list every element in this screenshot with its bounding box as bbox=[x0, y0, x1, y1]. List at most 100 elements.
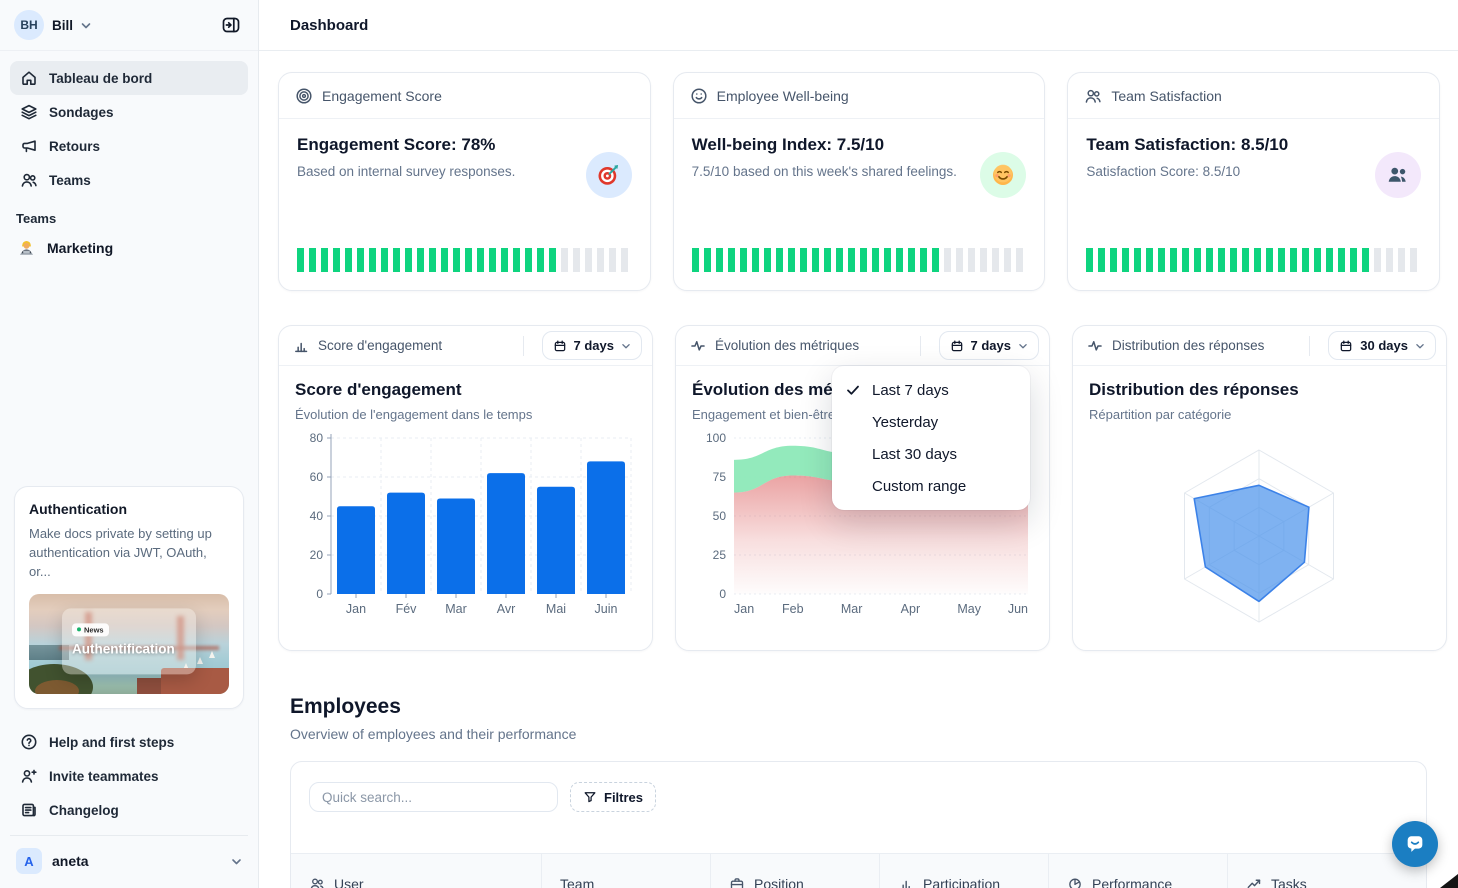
svg-text:May: May bbox=[957, 602, 981, 616]
target-icon bbox=[295, 87, 313, 105]
svg-text:0: 0 bbox=[316, 587, 323, 601]
sidebar-item-retours[interactable]: Retours bbox=[10, 129, 248, 163]
svg-text:100: 100 bbox=[706, 431, 726, 445]
calendar-icon bbox=[553, 339, 567, 353]
sidebar: BH Bill Tableau de bord Sondages Retours… bbox=[0, 0, 259, 888]
range-dropdown-menu: Last 7 days Yesterday Last 30 days Custo… bbox=[832, 366, 1030, 510]
chart-card-grid: Score d'engagement 7 days Score d'engage… bbox=[278, 325, 1447, 651]
range-selector-button[interactable]: 7 days bbox=[938, 331, 1039, 360]
collapse-sidebar-icon[interactable] bbox=[216, 10, 246, 40]
svg-text:0: 0 bbox=[719, 587, 726, 601]
svg-text:60: 60 bbox=[310, 470, 324, 484]
sidebar-item-help[interactable]: Help and first steps bbox=[10, 725, 248, 759]
content-area: Engagement Score Engagement Score: 78% B… bbox=[259, 51, 1458, 888]
engagement-bar-chart: 0 20 40 60 80 Jan Fév Mar Avr Mai Juin bbox=[310, 431, 632, 616]
stat-card-grid: Engagement Score Engagement Score: 78% B… bbox=[278, 72, 1440, 291]
stat-title: Team Satisfaction: 8.5/10 bbox=[1086, 135, 1289, 154]
svg-text:80: 80 bbox=[310, 431, 324, 445]
promo-description: Make docs private by setting up authenti… bbox=[29, 526, 212, 580]
account-switcher[interactable]: A aneta bbox=[0, 836, 258, 888]
svg-text:20: 20 bbox=[310, 548, 324, 562]
sidebar-footer: Help and first steps Invite teammates Ch… bbox=[0, 721, 258, 836]
svg-text:25: 25 bbox=[713, 548, 727, 562]
changelog-icon bbox=[20, 801, 38, 819]
sidebar-item-label: Teams bbox=[49, 172, 91, 188]
range-selector-button[interactable]: 7 days bbox=[541, 331, 642, 360]
stat-title: Engagement Score: 78% bbox=[297, 135, 496, 154]
chart-title: Score d'engagement bbox=[295, 380, 462, 399]
sidebar-item-teams[interactable]: Teams bbox=[10, 163, 248, 197]
chart-title: Distribution des réponses bbox=[1089, 380, 1299, 399]
column-header-participation[interactable]: Participation bbox=[879, 854, 1048, 888]
column-header-tasks[interactable]: Tasks bbox=[1227, 854, 1426, 888]
svg-text:Mar: Mar bbox=[841, 602, 863, 616]
sidebar-item-label: Sondages bbox=[49, 104, 114, 120]
menu-item-custom-range[interactable]: Custom range bbox=[872, 477, 967, 495]
account-name: aneta bbox=[52, 853, 89, 869]
stat-card-header: Engagement Score bbox=[322, 87, 442, 104]
sidebar-item-tableau-de-bord[interactable]: Tableau de bord bbox=[10, 61, 248, 95]
menu-item-yesterday[interactable]: Yesterday bbox=[872, 413, 939, 431]
range-selector-button[interactable]: 30 days bbox=[1328, 331, 1436, 360]
bar-chart-icon bbox=[293, 338, 309, 354]
chart-subtitle: Répartition par catégorie bbox=[1089, 407, 1232, 422]
progress-bar bbox=[691, 248, 1027, 272]
chart-subtitle: Évolution de l'engagement dans le temps bbox=[295, 407, 533, 422]
svg-text:Mar: Mar bbox=[445, 602, 467, 616]
chart-card-engagement-score: Score d'engagement 7 days Score d'engage… bbox=[278, 325, 653, 651]
sidebar-item-label: Retours bbox=[49, 138, 101, 154]
chevron-down-icon bbox=[231, 857, 242, 866]
sidebar-item-invite[interactable]: Invite teammates bbox=[10, 759, 248, 793]
svg-text:Jun: Jun bbox=[1008, 602, 1028, 616]
svg-text:Jan: Jan bbox=[734, 602, 754, 616]
smile-icon bbox=[690, 87, 708, 105]
stat-card-satisfaction: Team Satisfaction Team Satisfaction: 8.5… bbox=[1067, 72, 1440, 291]
promo-title: Authentication bbox=[29, 501, 127, 518]
chevron-down-icon bbox=[81, 21, 91, 30]
menu-item-last-7-days[interactable]: Last 7 days bbox=[832, 374, 1030, 406]
home-icon bbox=[20, 69, 38, 87]
progress-bar bbox=[297, 248, 632, 272]
sidebar-item-changelog[interactable]: Changelog bbox=[10, 793, 248, 827]
search-input[interactable] bbox=[309, 782, 558, 812]
calendar-icon bbox=[1339, 339, 1353, 353]
workspace-switcher[interactable]: BH Bill bbox=[0, 0, 258, 51]
chat-widget-button[interactable] bbox=[1392, 821, 1438, 867]
workspace-avatar: BH bbox=[14, 10, 44, 40]
promo-image-overlay: News Authentification bbox=[62, 608, 196, 675]
svg-text:Apr: Apr bbox=[901, 602, 920, 616]
technologist-emoji-icon bbox=[18, 240, 35, 257]
svg-text:40: 40 bbox=[310, 509, 324, 523]
mouse-cursor bbox=[1440, 874, 1458, 888]
briefcase-icon bbox=[729, 876, 745, 888]
svg-text:Fév: Fév bbox=[396, 602, 418, 616]
stat-title: Well-being Index: 7.5/10 bbox=[691, 135, 885, 154]
distribution-radar-chart bbox=[1184, 449, 1334, 623]
authentication-promo-card[interactable]: Authentication Make docs private by sett… bbox=[14, 486, 244, 709]
svg-text:Jan: Jan bbox=[346, 602, 366, 616]
main-area: Dashboard Engagement Score Engagement Sc… bbox=[259, 0, 1458, 888]
column-header-team[interactable]: Team bbox=[541, 854, 710, 888]
trend-icon bbox=[1246, 876, 1262, 888]
sidebar-item-label: Invite teammates bbox=[49, 768, 159, 784]
stat-card-wellbeing: Employee Well-being Well-being Index: 7.… bbox=[672, 72, 1046, 291]
chart-card-response-distribution: Distribution des réponses 30 days Distri… bbox=[1072, 325, 1447, 651]
stat-card-engagement: Engagement Score Engagement Score: 78% B… bbox=[278, 72, 651, 291]
svg-text:Feb: Feb bbox=[782, 602, 804, 616]
promo-image: News Authentification bbox=[29, 594, 229, 694]
sidebar-item-sondages[interactable]: Sondages bbox=[10, 95, 248, 129]
filters-button[interactable]: Filtres bbox=[570, 782, 657, 812]
column-header-position[interactable]: Position bbox=[710, 854, 879, 888]
stat-subtitle: Based on internal survey responses. bbox=[297, 164, 516, 179]
target-emoji-icon bbox=[585, 152, 632, 198]
column-header-performance[interactable]: Performance bbox=[1048, 854, 1227, 888]
column-header-user[interactable]: User bbox=[291, 854, 541, 888]
progress-bar bbox=[1086, 248, 1421, 272]
check-icon bbox=[846, 383, 872, 397]
menu-item-last-30-days[interactable]: Last 30 days bbox=[872, 445, 958, 463]
users-icon bbox=[309, 876, 325, 888]
table-toolbar: Filtres bbox=[291, 762, 1426, 832]
sidebar-team-marketing[interactable]: Marketing bbox=[0, 230, 258, 266]
activity-icon bbox=[690, 338, 706, 354]
chart-subtitle: Engagement et bien-être bbox=[692, 407, 836, 422]
